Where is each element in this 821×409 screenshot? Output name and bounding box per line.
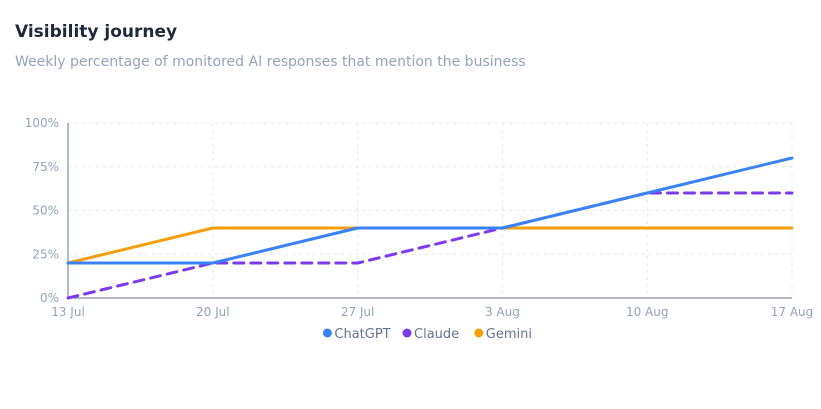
series-line-chatgpt: [66, 156, 794, 265]
y-tick-label: 75%: [32, 160, 59, 174]
x-tick-label: 13 Jul: [51, 305, 85, 319]
legend-label-claude: Claude: [414, 327, 459, 342]
legend-marker-gemini: [474, 328, 484, 338]
chart-title: Visibility journey: [15, 22, 178, 42]
x-tick-label: 3 Aug: [485, 305, 520, 319]
y-tick-label: 0%: [40, 291, 59, 305]
legend-label-gemini: Gemini: [486, 327, 532, 342]
y-tick-label: 25%: [32, 247, 59, 261]
series-line-claude: [66, 191, 794, 300]
legend-marker-chatgpt: [322, 328, 332, 338]
legend-label-chatgpt: ChatGPT: [334, 327, 390, 342]
x-tick-label: 20 Jul: [196, 305, 230, 319]
y-tick-label: 50%: [32, 204, 59, 218]
x-tick-label: 10 Aug: [626, 305, 669, 319]
x-tick-label: 27 Jul: [341, 305, 375, 319]
chart-subtitle: Weekly percentage of monitored AI respon…: [15, 54, 526, 70]
x-tick-label: 17 Aug: [771, 305, 814, 319]
legend-marker-claude: [402, 328, 412, 338]
y-tick-label: 100%: [25, 116, 59, 130]
